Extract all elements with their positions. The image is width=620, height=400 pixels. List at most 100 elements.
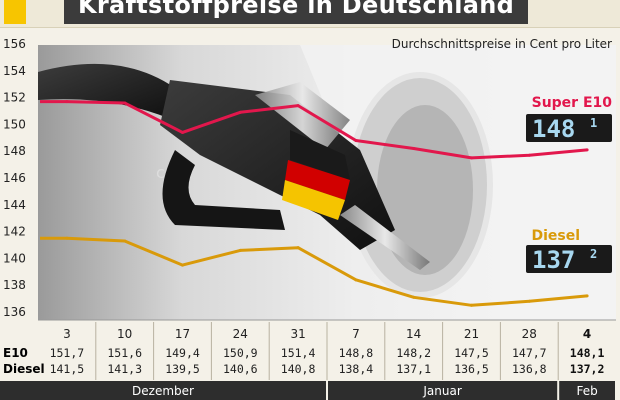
nozzle-metal-part (255, 82, 350, 150)
data-point (123, 239, 127, 243)
x-tick-label: 17 (175, 327, 190, 341)
data-point (412, 147, 416, 151)
y-tick-label: 140 (3, 251, 26, 265)
data-point (65, 236, 69, 240)
y-tick-label: 142 (3, 225, 26, 239)
y-tick-label: 144 (3, 198, 26, 212)
x-tick-label: 28 (522, 327, 537, 341)
y-tick-label: 146 (3, 171, 26, 185)
data-label-diesel: 141,5 (50, 362, 85, 376)
data-label-e10: 151,7 (50, 346, 85, 360)
value-table-background (0, 320, 620, 380)
data-label-diesel: 136,8 (512, 362, 547, 376)
data-label-diesel: 139,5 (165, 362, 200, 376)
data-label-diesel: 136,5 (454, 362, 489, 376)
header-bar: Kraftstoffpreise in Deutschland (0, 0, 620, 28)
nozzle-trigger (162, 150, 285, 230)
row-label-diesel: Diesel (3, 362, 45, 376)
data-point (470, 156, 473, 160)
x-tick-label: 10 (117, 327, 132, 341)
y-tick-label: 154 (3, 64, 26, 78)
x-tick-label: 7 (352, 327, 360, 341)
data-point (527, 299, 531, 303)
month-bar: Dezember Januar Feb (0, 381, 615, 400)
x-axis-categories: 3 10 17 24 31 7 14 21 28 4 (63, 327, 591, 341)
series-points (65, 236, 589, 307)
data-label-e10: 150,9 (223, 346, 258, 360)
price-display-e10-value: 148 (532, 115, 575, 143)
data-label-e10: 147,7 (512, 346, 547, 360)
data-label-diesel: 140,8 (281, 362, 316, 376)
series-label-diesel: Diesel (531, 228, 580, 244)
price-display-diesel-frame (526, 245, 612, 273)
month-segment (328, 381, 558, 400)
data-label-e10: 151,4 (281, 346, 316, 360)
fuel-hose (38, 63, 175, 118)
y-tick-label: 138 (3, 278, 26, 292)
data-label-diesel: 140,6 (223, 362, 258, 376)
data-point (354, 138, 358, 142)
price-display-e10-decimal: 1 (590, 116, 597, 130)
y-tick-label: 156 (3, 37, 26, 51)
month-segment (559, 381, 615, 400)
x-tick-label: 21 (464, 327, 479, 341)
series-label-e10: Super E10 (532, 95, 613, 111)
data-point (354, 278, 358, 282)
fuel-nozzle-illustration: c (38, 63, 430, 270)
data-label-e10: 147,5 (454, 346, 489, 360)
series-points (65, 100, 589, 160)
logo-square (4, 0, 26, 24)
data-point (412, 295, 416, 299)
month-segment (0, 381, 326, 400)
chart-subtitle: Durchschnittspreise in Cent pro Liter (392, 37, 612, 51)
data-point (527, 153, 531, 157)
data-label-e10: 148,2 (396, 346, 431, 360)
value-table: 151,7 141,5 151,6 141,3 149,4 139,5 150,9 140,6… (50, 322, 605, 380)
price-display-diesel: 137 2 (526, 245, 612, 274)
data-point (296, 246, 300, 250)
data-label-diesel: 137,2 (570, 362, 605, 376)
y-tick-label: 136 (3, 305, 26, 319)
flag-gold (282, 180, 345, 220)
y-tick-label: 152 (3, 91, 26, 105)
data-point (585, 148, 589, 152)
month-label: Feb (576, 384, 597, 398)
data-point (238, 248, 242, 252)
x-tick-label: 4 (583, 327, 591, 341)
flag-black (290, 130, 350, 180)
y-tick-label: 150 (3, 117, 26, 131)
data-point (65, 100, 69, 104)
data-point (470, 303, 473, 307)
month-label: Januar (422, 384, 461, 398)
data-label-e10: 151,6 (107, 346, 142, 360)
x-tick-label: 31 (290, 327, 305, 341)
x-tick-label: 3 (63, 327, 71, 341)
data-point (181, 263, 184, 267)
x-tick-label: 14 (406, 327, 421, 341)
row-label-e10: E10 (3, 346, 28, 360)
price-display-diesel-decimal: 2 (590, 247, 597, 261)
x-tick-label: 24 (233, 327, 248, 341)
data-label-diesel: 141,3 (107, 362, 142, 376)
flag-red (285, 160, 350, 200)
y-tick-label: 148 (3, 144, 26, 158)
data-label-e10: 148,1 (570, 346, 605, 360)
data-label-e10: 148,8 (339, 346, 374, 360)
price-display-e10: 148 1 (526, 114, 612, 143)
data-point (238, 110, 242, 114)
nozzle-spout (340, 205, 430, 270)
data-point (585, 294, 589, 298)
data-label-diesel: 137,1 (396, 362, 431, 376)
price-display-diesel-value: 137 (532, 246, 575, 274)
y-axis: 136 138 140 142 144 146 148 150 152 154 156 (3, 37, 26, 319)
data-point (296, 104, 300, 108)
price-display-e10-frame (526, 114, 612, 142)
data-point (123, 101, 127, 105)
data-label-diesel: 138,4 (339, 362, 374, 376)
nozzle-letter: c (156, 163, 165, 182)
data-point (181, 130, 184, 134)
data-label-e10: 149,4 (165, 346, 200, 360)
month-label: Dezember (132, 384, 194, 398)
chart-title: Kraftstoffpreise in Deutschland (64, 0, 529, 24)
